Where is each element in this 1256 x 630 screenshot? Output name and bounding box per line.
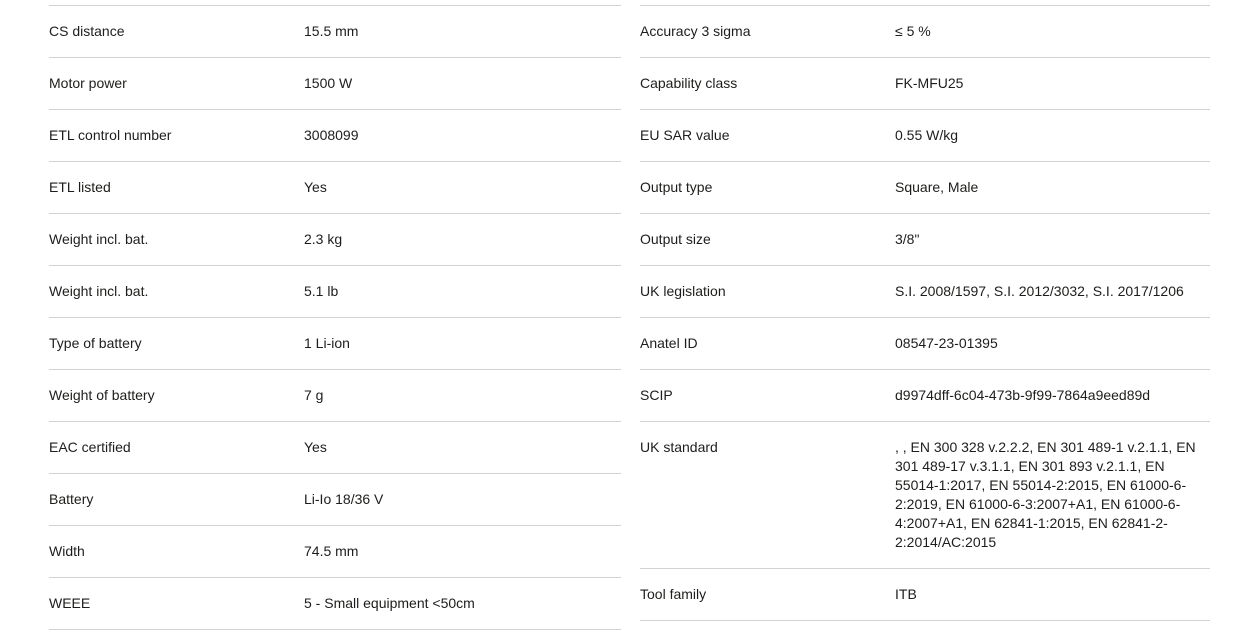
spec-label: UK legislation [640, 283, 726, 299]
spec-value: FK-MFU25 [895, 75, 964, 91]
spec-value: 74.5 mm [304, 543, 359, 559]
spec-value: 2.3 kg [304, 231, 343, 247]
spec-row: Anatel ID 08547-23-01395 [640, 318, 1210, 370]
spec-label: ETL listed [49, 179, 111, 195]
spec-value: ≤ 5 % [895, 23, 931, 39]
spec-row: Width 74.5 mm [49, 526, 621, 578]
spec-value: , , EN 300 328 v.2.2.2, EN 301 489-1 v.2… [895, 439, 1196, 550]
spec-value: Li-Io 18/36 V [304, 491, 384, 507]
spec-label: Anatel ID [640, 335, 698, 351]
spec-row: Accuracy 3 sigma ≤ 5 % [640, 6, 1210, 58]
spec-value: 1 Li-ion [304, 335, 350, 351]
spec-row: Output type Square, Male [640, 162, 1210, 214]
spec-row: Battery Li-Io 18/36 V [49, 474, 621, 526]
spec-row: Capability class FK-MFU25 [640, 58, 1210, 110]
spec-label: EU SAR value [640, 127, 730, 143]
spec-table-right: Accuracy 3 sigma ≤ 5 % Capability class … [640, 5, 1210, 630]
spec-label: Motor power [49, 75, 127, 91]
spec-row: Weight incl. bat. 5.1 lb [49, 266, 621, 318]
spec-label: Tool family [640, 586, 707, 602]
spec-row: CS distance 15.5 mm [49, 6, 621, 58]
spec-label: Weight of battery [49, 387, 155, 403]
spec-value: 0.55 W/kg [895, 127, 959, 143]
spec-table-left: CS distance 15.5 mm Motor power 1500 W E… [49, 5, 621, 630]
spec-row: SCIP d9974dff-6c04-473b-9f99-7864a9eed89… [640, 370, 1210, 422]
spec-label: EAC certified [49, 439, 131, 455]
spec-value: 3008099 [304, 127, 359, 143]
spec-label: Battery [49, 491, 94, 507]
spec-label: Capability class [640, 75, 738, 91]
spec-row: UK legislation S.I. 2008/1597, S.I. 2012… [640, 266, 1210, 318]
spec-label: WEEE [49, 595, 91, 611]
spec-row: UK standard , , EN 300 328 v.2.2.2, EN 3… [640, 422, 1210, 569]
spec-row: Weight of battery 7 g [49, 370, 621, 422]
spec-label: Width [49, 543, 85, 559]
spec-label: Type of battery [49, 335, 142, 351]
spec-label: Weight incl. bat. [49, 231, 149, 247]
spec-value: 08547-23-01395 [895, 335, 998, 351]
spec-row: Weight incl. bat. 2.3 kg [49, 214, 621, 266]
spec-value: ITB [895, 586, 917, 602]
spec-value: Yes [304, 439, 327, 455]
spec-value: 15.5 mm [304, 23, 359, 39]
spec-row: ETL control number 3008099 [49, 110, 621, 162]
spec-row: Tool family ITB [640, 569, 1210, 621]
spec-row: EAC certified Yes [49, 422, 621, 474]
spec-value: 5.1 lb [304, 283, 339, 299]
spec-row: Output size 3/8" [640, 214, 1210, 266]
spec-value: 7 g [304, 387, 324, 403]
spec-value: 1500 W [304, 75, 353, 91]
spec-label: UK standard [640, 439, 718, 455]
spec-row: EU SAR value 0.55 W/kg [640, 110, 1210, 162]
spec-row: WEEE 5 - Small equipment <50cm [49, 578, 621, 630]
spec-row: Type of battery 1 Li-ion [49, 318, 621, 370]
spec-value: Square, Male [895, 179, 979, 195]
spec-label: SCIP [640, 387, 673, 403]
spec-label: Weight incl. bat. [49, 283, 149, 299]
spec-row: ETL listed Yes [49, 162, 621, 214]
spec-row: Motor power 1500 W [49, 58, 621, 110]
spec-label: ETL control number [49, 127, 172, 143]
spec-label: Output size [640, 231, 711, 247]
spec-value: S.I. 2008/1597, S.I. 2012/3032, S.I. 201… [895, 283, 1184, 299]
spec-value: d9974dff-6c04-473b-9f99-7864a9eed89d [895, 387, 1151, 403]
spec-value: Yes [304, 179, 327, 195]
spec-label: Accuracy 3 sigma [640, 23, 751, 39]
spec-label: CS distance [49, 23, 125, 39]
spec-value: 3/8" [895, 231, 920, 247]
spec-label: Output type [640, 179, 713, 195]
spec-value: 5 - Small equipment <50cm [304, 595, 475, 611]
